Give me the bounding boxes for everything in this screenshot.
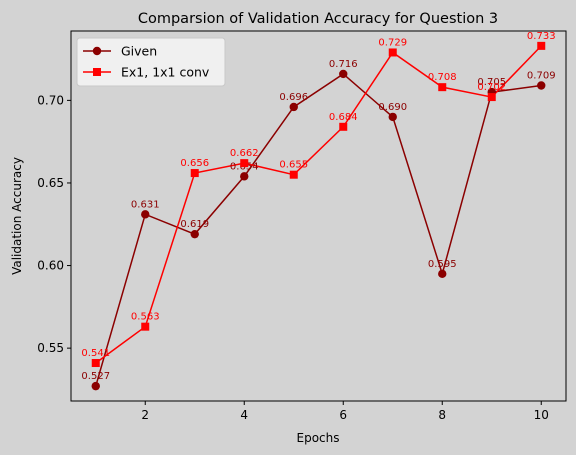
data-point xyxy=(190,169,199,178)
data-point xyxy=(388,112,397,122)
y-tick-label: 0.70 xyxy=(37,93,64,107)
series-line-1 xyxy=(95,45,542,364)
legend-label-0: Given xyxy=(121,44,157,59)
data-point xyxy=(388,48,397,57)
y-axis-label: Validation Accuracy xyxy=(10,157,24,275)
x-tick-label: 8 xyxy=(438,408,446,422)
data-point xyxy=(141,210,150,219)
data-label: 0.527 xyxy=(81,371,110,382)
data-label: 0.690 xyxy=(378,102,407,113)
data-label: 0.656 xyxy=(180,158,209,169)
data-label: 0.733 xyxy=(527,31,556,42)
data-label: 0.729 xyxy=(378,37,407,48)
series-marks: 0.5270.6310.6190.6540.6960.7160.6900.595… xyxy=(81,31,556,391)
data-label: 0.702 xyxy=(477,82,506,93)
data-label: 0.541 xyxy=(81,348,110,359)
data-point xyxy=(91,381,100,391)
data-label: 0.708 xyxy=(428,72,457,83)
data-point xyxy=(240,159,249,168)
x-tick-label: 6 xyxy=(339,408,347,422)
x-axis-label: Epochs xyxy=(297,431,340,445)
x-axis-ticks: 2 4 6 8 10 xyxy=(141,401,549,422)
data-point xyxy=(190,229,199,239)
data-label: 0.696 xyxy=(279,92,308,103)
y-tick-label: 0.60 xyxy=(37,259,64,273)
legend-label-1: Ex1, 1x1 conv xyxy=(121,65,210,80)
x-tick-label: 4 xyxy=(240,408,248,422)
x-tick-label: 2 xyxy=(141,408,149,422)
plot-frame xyxy=(70,30,567,402)
data-point xyxy=(289,170,298,179)
chart-title: Comparsion of Validation Accuracy for Qu… xyxy=(138,11,498,27)
data-point xyxy=(289,102,298,112)
data-label: 0.709 xyxy=(527,71,556,82)
data-point xyxy=(240,172,249,181)
data-point xyxy=(537,81,546,90)
legend-box xyxy=(76,37,226,87)
data-point xyxy=(487,93,496,102)
data-label: 0.619 xyxy=(180,219,209,230)
data-label: 0.662 xyxy=(230,148,259,159)
legend: Given Ex1, 1x1 conv xyxy=(76,37,226,87)
plot-area xyxy=(71,31,566,401)
data-label: 0.595 xyxy=(428,259,457,270)
data-point xyxy=(339,69,348,79)
data-label: 0.655 xyxy=(279,160,308,171)
data-point xyxy=(537,41,546,50)
data-point xyxy=(438,83,447,92)
data-label: 0.705 xyxy=(477,77,506,88)
data-point xyxy=(141,322,150,331)
data-label: 0.716 xyxy=(329,59,358,70)
data-point xyxy=(339,122,348,131)
data-point xyxy=(91,359,100,368)
data-label: 0.631 xyxy=(131,199,160,210)
series-line-0 xyxy=(95,73,542,387)
data-point xyxy=(438,269,447,279)
data-label: 0.684 xyxy=(329,112,358,123)
y-tick-label: 0.65 xyxy=(37,176,64,190)
legend-marker-0 xyxy=(92,46,102,56)
y-tick-label: 0.55 xyxy=(37,341,64,355)
legend-marker-1 xyxy=(93,68,101,76)
y-axis-ticks: 0.55 0.60 0.65 0.70 xyxy=(37,93,71,355)
data-label: 0.563 xyxy=(131,312,160,323)
x-tick-label: 10 xyxy=(534,408,549,422)
